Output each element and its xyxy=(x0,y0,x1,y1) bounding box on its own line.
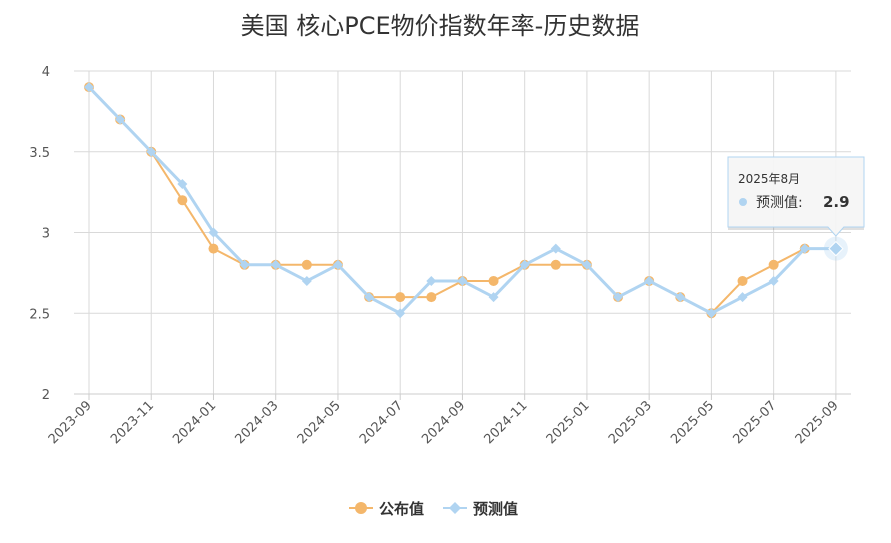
data-point-forecast xyxy=(270,259,281,270)
legend-label-forecast: 预测值 xyxy=(473,500,518,518)
data-point-published xyxy=(550,259,561,270)
y-axis-ticks: 4 3.5 3 2.5 2 xyxy=(29,65,50,403)
data-point-forecast xyxy=(457,275,468,286)
data-point-forecast xyxy=(706,308,717,319)
x-tick-label: 2025-07 xyxy=(730,398,779,447)
data-point-forecast xyxy=(426,275,437,286)
data-point-published xyxy=(301,259,312,270)
data-point-forecast xyxy=(208,227,219,238)
legend-item-forecast[interactable]: 预测值 xyxy=(443,500,518,518)
data-point-forecast xyxy=(799,243,810,254)
data-point-forecast xyxy=(675,292,686,303)
y-tick-label: 2.5 xyxy=(29,307,50,322)
data-point-forecast xyxy=(84,82,94,93)
tooltip-series-label: 预测值: xyxy=(756,195,803,211)
data-point-forecast xyxy=(581,259,592,270)
x-tick-label: 2024-03 xyxy=(233,398,282,447)
data-point-forecast xyxy=(146,146,157,157)
data-point-forecast xyxy=(364,292,375,303)
y-tick-label: 3.5 xyxy=(29,146,50,161)
x-tick-label: 2025-03 xyxy=(606,398,655,447)
x-axis-ticks: 2023-09 2023-11 2024-01 2024-03 2024-05 2024-… xyxy=(46,398,842,447)
series-forecast xyxy=(84,82,841,319)
x-tick-label: 2024-07 xyxy=(357,398,406,447)
data-point-forecast xyxy=(737,292,748,303)
tooltip-series-dot xyxy=(739,198,747,206)
data-point-published xyxy=(426,292,437,303)
x-tick-label: 2023-11 xyxy=(108,398,157,447)
y-tick-label: 2 xyxy=(42,388,50,403)
tooltip-box xyxy=(727,156,865,237)
x-tick-label: 2024-11 xyxy=(481,398,530,447)
x-tick-label: 2023-09 xyxy=(46,398,95,447)
data-point-published xyxy=(737,275,748,286)
data-point-forecast xyxy=(550,243,561,254)
data-point-published xyxy=(208,243,219,254)
data-point-forecast xyxy=(332,259,343,270)
data-point-published xyxy=(177,195,188,206)
legend[interactable]: 公布值 预测值 xyxy=(349,500,518,518)
tooltip-date: 2025年8月 xyxy=(738,172,800,186)
grid xyxy=(74,70,851,400)
data-point-forecast xyxy=(239,259,250,270)
y-tick-label: 4 xyxy=(42,65,50,80)
data-point-forecast xyxy=(395,308,406,319)
data-point-published xyxy=(395,292,406,303)
data-point-forecast xyxy=(488,292,499,303)
chart-title: 美国 核心PCE物价指数年率-历史数据 xyxy=(241,12,640,40)
data-point-forecast xyxy=(115,114,126,125)
legend-label-published: 公布值 xyxy=(379,500,424,518)
x-tick-label: 2025-05 xyxy=(668,398,717,447)
x-tick-label: 2024-05 xyxy=(295,398,344,447)
x-tick-label: 2024-01 xyxy=(170,398,219,447)
y-tick-label: 3 xyxy=(42,227,50,242)
x-tick-label: 2025-01 xyxy=(544,398,593,447)
data-point-published xyxy=(768,259,779,270)
data-point-forecast xyxy=(301,275,312,286)
legend-item-published[interactable]: 公布值 xyxy=(349,500,424,518)
legend-marker-published xyxy=(355,502,367,514)
data-point-forecast xyxy=(768,275,779,286)
tooltip-value: 2.9 xyxy=(823,193,850,211)
data-point-forecast xyxy=(613,292,624,303)
x-tick-label: 2024-09 xyxy=(419,398,468,447)
series-group xyxy=(84,82,841,319)
data-point-forecast xyxy=(644,275,655,286)
highlight-point xyxy=(828,240,844,257)
legend-marker-forecast xyxy=(449,502,461,514)
data-point-published xyxy=(488,275,499,286)
x-tick-label: 2025-09 xyxy=(793,398,842,447)
data-point-forecast xyxy=(177,179,188,190)
series-line-published xyxy=(88,86,806,315)
data-point-forecast xyxy=(519,259,530,270)
